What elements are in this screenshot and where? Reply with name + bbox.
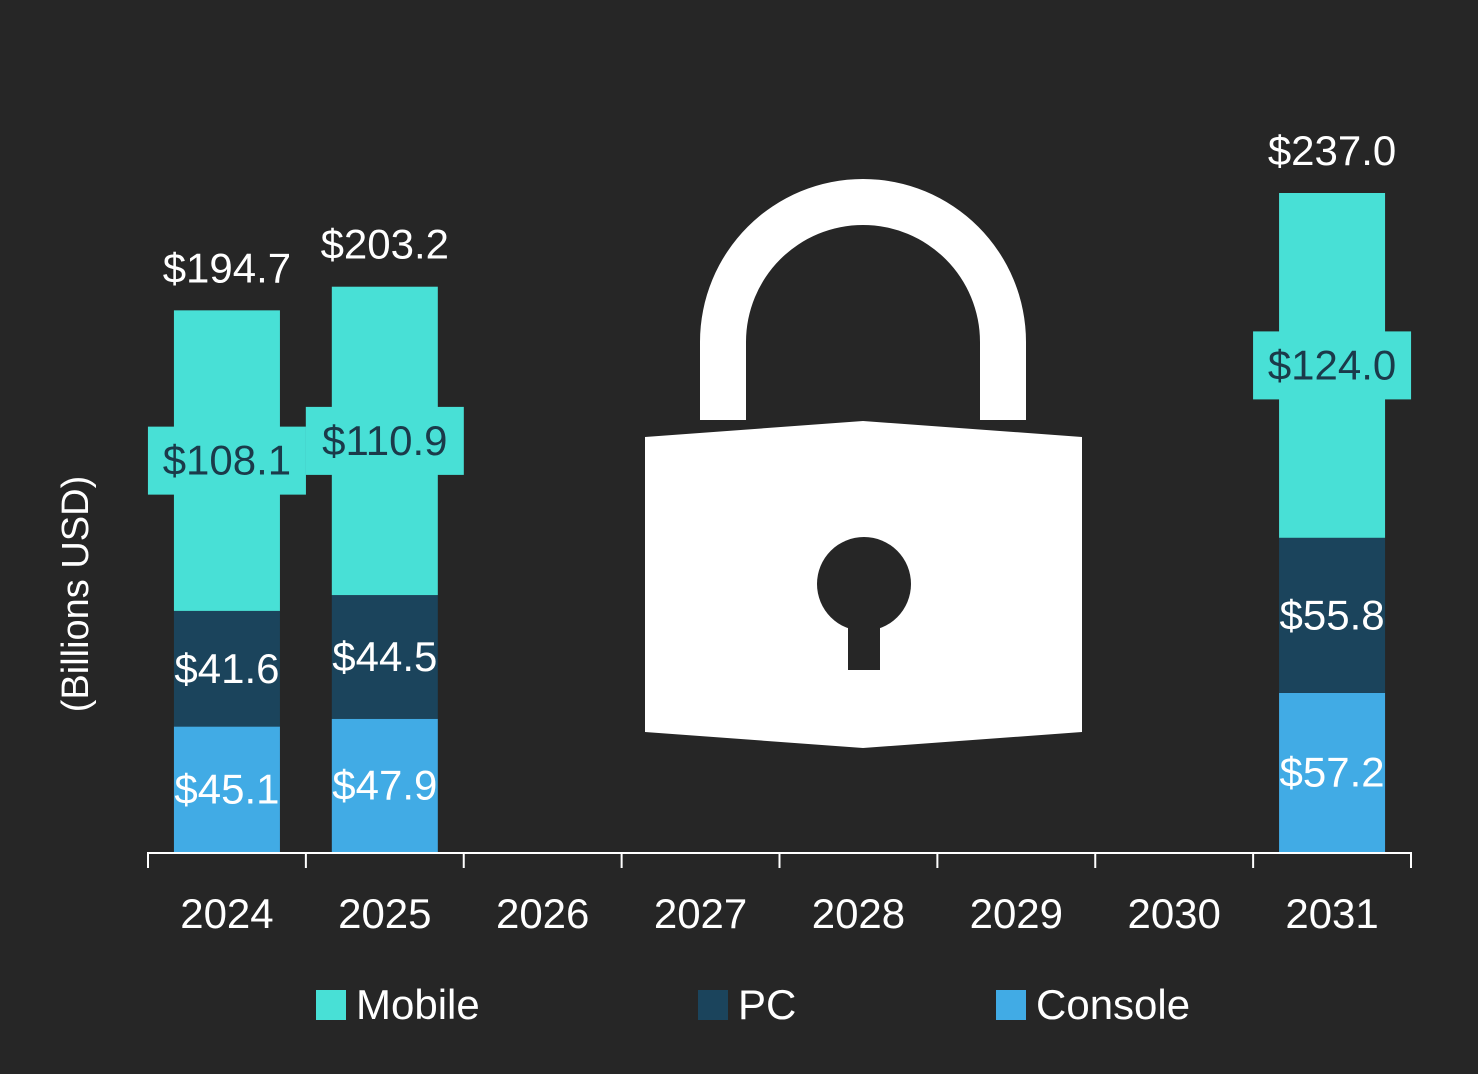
total-label-2024: $194.7: [163, 244, 291, 291]
x-tick-label-2024: 2024: [180, 890, 273, 937]
bar-console-2024: [173, 726, 280, 852]
data-label-pc-2031: $55.8: [1280, 591, 1385, 638]
legend-swatch-mobile: [316, 990, 346, 1020]
data-label-mobile-2031: $124.0: [1268, 341, 1396, 388]
legend: Mobile PC Console: [0, 980, 1478, 1030]
bars-layer: $45.1 $41.6 $108.1 $194.7 $47.9 $44.5 $110.9 $2…: [147, 127, 1412, 852]
x-tick-label-2027: 2027: [654, 890, 747, 937]
legend-label-console: Console: [1036, 981, 1191, 1028]
legend-swatch-console: [996, 990, 1026, 1020]
bar-console-2025: [331, 718, 438, 852]
x-tick-label-2030: 2030: [1127, 890, 1220, 937]
x-axis: 2024 2025 2026 2027 2028 2029 2030 2031: [147, 852, 1412, 937]
data-label-box-mobile-2024: [147, 426, 306, 495]
data-label-box-mobile-2025: [305, 406, 464, 475]
y-axis-label: (Billions USD): [55, 476, 97, 712]
data-label-pc-2024: $41.6: [174, 645, 279, 692]
data-label-console-2024: $45.1: [174, 765, 279, 812]
data-label-mobile-2025: $110.9: [322, 417, 447, 464]
legend-label-mobile: Mobile: [356, 981, 480, 1028]
legend-item-pc: PC: [698, 980, 796, 1030]
total-label-2025: $203.2: [321, 221, 449, 268]
bar-pc-2031: [1279, 537, 1386, 693]
data-label-console-2025: $47.9: [332, 761, 437, 808]
total-label-2031: $237.0: [1268, 127, 1396, 174]
legend-swatch-pc: [698, 990, 728, 1020]
data-label-box-mobile-2031: [1253, 331, 1412, 400]
legend-item-console: Console: [996, 980, 1190, 1030]
bar-pc-2025: [331, 595, 438, 719]
bar-pc-2024: [173, 610, 280, 727]
legend-item-mobile: Mobile: [316, 980, 480, 1030]
data-label-console-2031: $57.2: [1280, 748, 1385, 795]
x-tick-label-2026: 2026: [496, 890, 589, 937]
x-tick-label-2028: 2028: [812, 890, 905, 937]
bar-console-2031: [1279, 692, 1386, 852]
x-tick-label-2031: 2031: [1285, 890, 1378, 937]
lock-icon: [645, 179, 1082, 748]
legend-label-pc: PC: [738, 981, 797, 1028]
data-label-pc-2025: $44.5: [332, 633, 437, 680]
data-label-mobile-2024: $108.1: [163, 437, 291, 484]
x-tick-label-2025: 2025: [338, 890, 431, 937]
x-tick-label-2029: 2029: [970, 890, 1063, 937]
